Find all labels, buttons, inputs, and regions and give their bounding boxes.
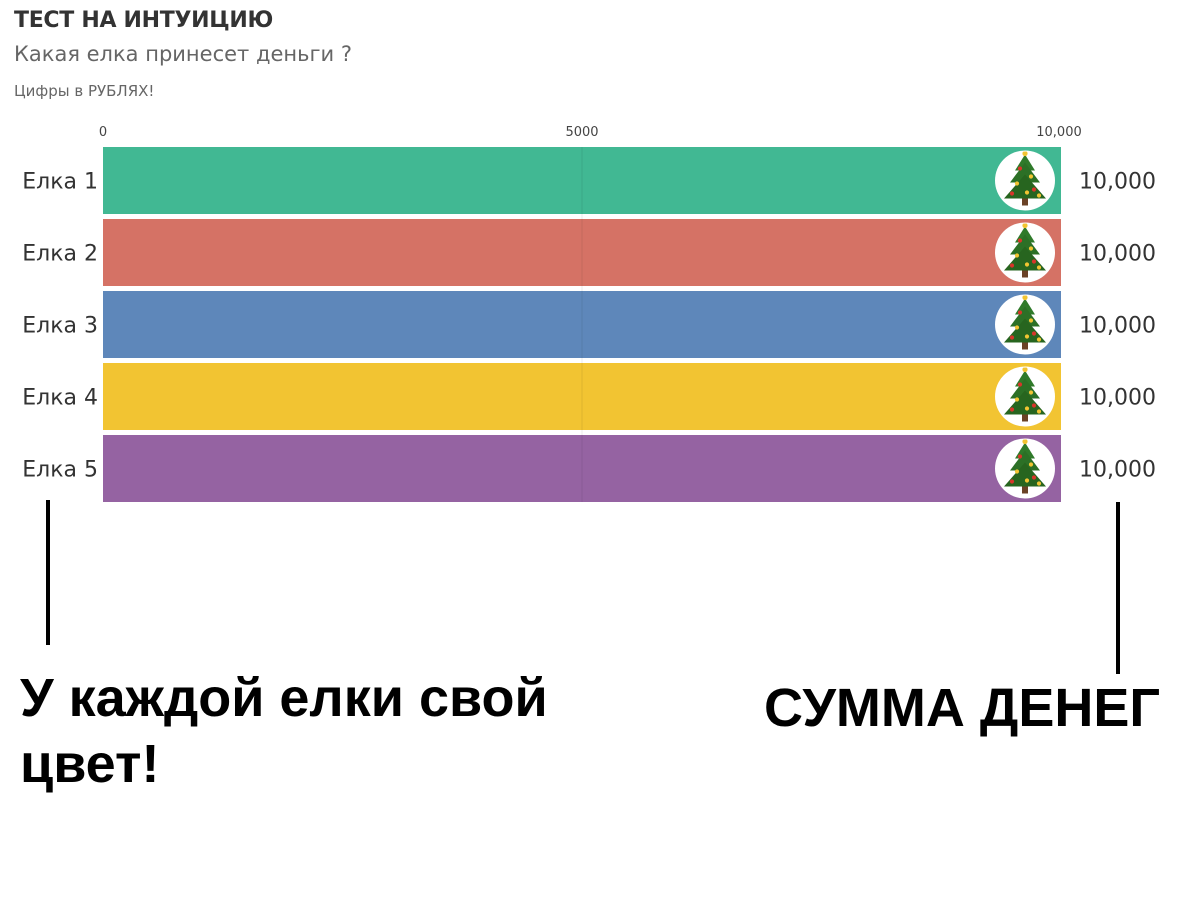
value-label: 10,000 <box>1079 314 1156 339</box>
bar-5 <box>103 435 1061 502</box>
category-pointer-line <box>46 500 50 645</box>
bar-4 <box>103 363 1061 430</box>
christmas-tree-icon <box>995 150 1055 211</box>
chart-subtitle: Какая елка принесет деньги ? <box>14 42 352 66</box>
x-tick-label: 5000 <box>565 125 598 140</box>
x-tick-label: 0 <box>99 125 107 140</box>
christmas-tree-icon <box>995 294 1055 355</box>
x-tick-label: 10,000 <box>1036 125 1082 140</box>
christmas-tree-icon <box>995 222 1055 283</box>
value-label: 10,000 <box>1079 458 1156 483</box>
value-pointer-line <box>1116 502 1120 674</box>
bar-chart: 0 5000 10,000 Елка 1 10,000 Елка 2 10,000 Елка… <box>22 125 1156 502</box>
chart-caption: Цифры в РУБЛЯХ! <box>14 82 155 100</box>
bar-2 <box>103 219 1061 286</box>
bar-3 <box>103 291 1061 358</box>
christmas-tree-icon <box>995 438 1055 499</box>
chart-title: ТЕСТ НА ИНТУИЦИЮ <box>14 8 273 33</box>
money-annotation: СУММА ДЕНЕГ <box>764 678 1160 738</box>
category-label: Елка 1 <box>22 170 98 195</box>
value-label: 10,000 <box>1079 386 1156 411</box>
christmas-tree-icon <box>995 366 1055 427</box>
category-label: Елка 5 <box>22 458 98 483</box>
color-annotation: У каждой елки свой цвет! <box>20 668 548 794</box>
category-label: Елка 4 <box>22 386 98 411</box>
value-label: 10,000 <box>1079 170 1156 195</box>
bar-1 <box>103 147 1061 214</box>
category-label: Елка 2 <box>22 242 98 267</box>
value-label: 10,000 <box>1079 242 1156 267</box>
category-label: Елка 3 <box>22 314 98 339</box>
